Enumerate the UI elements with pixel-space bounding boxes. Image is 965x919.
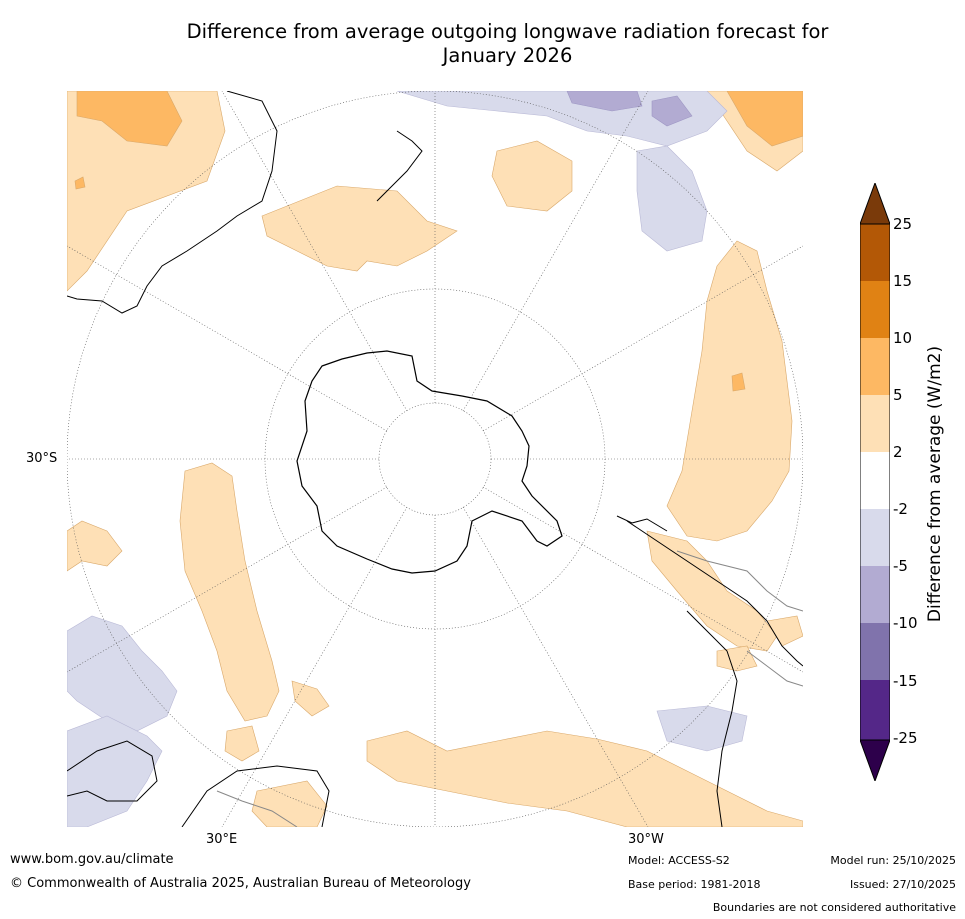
colorbar-band-m15-m10 — [860, 623, 890, 680]
colorbar-tick: -15 — [893, 672, 918, 690]
strong-positive-anomaly-areas — [74, 91, 803, 392]
colorbar — [860, 183, 890, 781]
title-line-2: January 2026 — [442, 44, 573, 67]
colorbar-band-neutral — [860, 452, 890, 509]
colorbar-band-15-25 — [860, 224, 890, 281]
colorbar-band-2-5 — [860, 395, 890, 452]
colorbar-tick: 25 — [893, 215, 913, 233]
map-canvas — [67, 91, 803, 827]
negative-anomaly-areas — [67, 91, 748, 827]
footer-issued: Issued: 27/10/2025 — [849, 878, 956, 891]
latitude-label: 30°S — [26, 451, 58, 466]
colorbar-under-arrow — [860, 739, 890, 781]
antarctica-coastline — [296, 350, 563, 574]
colorbar-tick: 10 — [893, 329, 913, 347]
polar-map[interactable] — [67, 91, 803, 827]
footer-disclaimer: Boundaries are not considered authoritat… — [712, 901, 956, 914]
colorbar-title: Difference from average (W/m2) — [925, 345, 945, 623]
footer-model-run: Model run: 25/10/2025 — [830, 854, 956, 867]
footer-copyright: © Commonwealth of Australia 2025, Austra… — [10, 876, 471, 891]
footer-model: Model: ACCESS-S2 — [628, 854, 730, 867]
colorbar-over-arrow — [860, 183, 890, 225]
colorbar-band-m25-m15 — [860, 680, 890, 740]
map-title: Difference from average outgoing longwav… — [60, 20, 955, 68]
footer-base-period: Base period: 1981-2018 — [628, 878, 761, 891]
graticule — [67, 91, 803, 827]
longitude-label-west: 30°W — [628, 832, 664, 847]
colorbar-band-10-15 — [860, 281, 890, 338]
colorbar-tick: 5 — [893, 386, 903, 404]
longitude-label-east: 30°E — [206, 832, 238, 847]
colorbar-tick: -2 — [893, 500, 908, 518]
colorbar-tick: 15 — [893, 272, 913, 290]
colorbar-band-m10-m5 — [860, 566, 890, 623]
country-borders — [216, 550, 803, 827]
continent-coastlines — [67, 91, 803, 827]
footer-url[interactable]: www.bom.gov.au/climate — [10, 852, 174, 867]
colorbar-tick: -25 — [893, 729, 918, 747]
colorbar-band-m5-m2 — [860, 509, 890, 566]
colorbar-tick: -10 — [893, 614, 918, 632]
colorbar-band-5-10 — [860, 338, 890, 395]
moderate-negative-anomaly-areas — [566, 91, 693, 127]
title-line-1: Difference from average outgoing longwav… — [186, 20, 829, 43]
colorbar-tick: -5 — [893, 557, 908, 575]
colorbar-tick: 2 — [893, 443, 903, 461]
